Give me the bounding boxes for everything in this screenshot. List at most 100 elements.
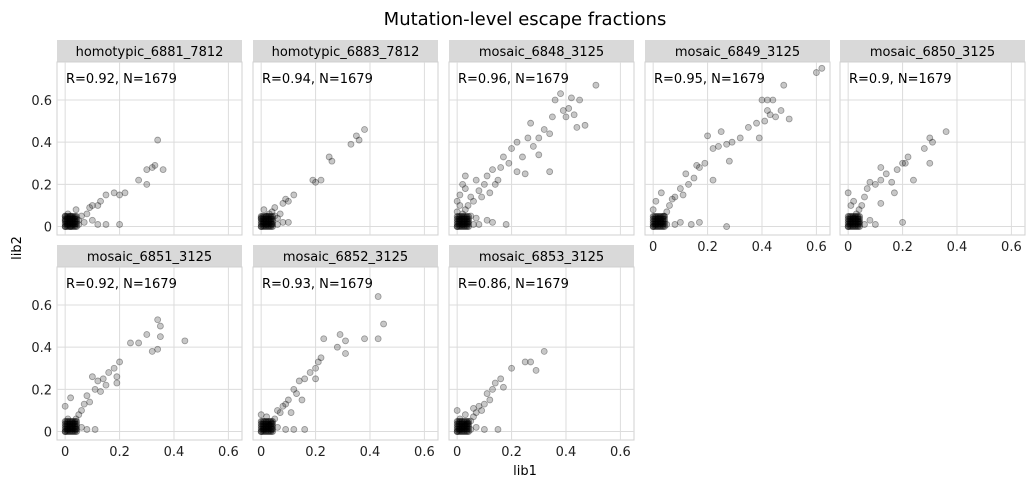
data-point — [461, 218, 469, 225]
data-point — [581, 121, 589, 129]
chart-title: Mutation-level escape fractions — [384, 9, 667, 30]
data-point — [458, 418, 466, 425]
data-point — [461, 418, 469, 425]
data-point — [467, 426, 475, 433]
data-point — [61, 418, 69, 425]
data-point — [68, 423, 76, 430]
data-point — [649, 218, 657, 225]
data-point — [361, 335, 368, 343]
data-point — [453, 425, 461, 433]
data-point — [505, 159, 513, 167]
data-point — [654, 218, 662, 225]
data-point — [264, 423, 272, 430]
data-point — [262, 423, 270, 430]
data-point — [269, 428, 276, 435]
x-tick-label: 0 — [257, 445, 265, 460]
y-axis-label: lib2 — [10, 236, 25, 260]
data-point — [71, 218, 79, 225]
data-point — [267, 420, 275, 428]
data-point — [453, 418, 461, 425]
data-point — [877, 176, 885, 184]
data-point — [71, 423, 79, 430]
data-point — [65, 428, 72, 435]
data-point — [94, 221, 102, 228]
x-axis-label: lib1 — [513, 464, 537, 479]
data-point — [671, 221, 679, 228]
data-point — [682, 170, 690, 178]
data-point — [576, 96, 583, 104]
data-point — [312, 178, 319, 186]
data-point — [508, 364, 515, 372]
data-point — [453, 215, 461, 223]
facet-strip-label: mosaic_6850_3125 — [870, 45, 995, 60]
data-point — [736, 134, 744, 142]
x-tick-label: 0 — [844, 240, 852, 255]
data-point — [652, 221, 660, 228]
data-point — [657, 220, 665, 228]
data-point — [68, 223, 76, 230]
facet-strip-label: mosaic_6853_3125 — [479, 250, 604, 265]
data-point — [301, 426, 309, 433]
facet-panel: homotypic_6881_7812 R=0.92, N=1679 0 0.2 0.4… — [31, 40, 243, 236]
data-point — [653, 220, 660, 228]
data-point — [849, 218, 857, 225]
data-point — [685, 180, 692, 188]
data-point — [73, 213, 80, 220]
data-point — [269, 215, 276, 223]
data-point — [69, 220, 77, 228]
data-point — [269, 423, 276, 430]
data-point — [464, 419, 472, 427]
data-point — [696, 218, 703, 226]
data-point — [293, 390, 300, 397]
data-point — [728, 138, 736, 146]
data-point — [67, 218, 75, 226]
data-point — [71, 213, 79, 220]
data-point — [71, 220, 79, 228]
data-point — [267, 423, 275, 430]
data-point — [465, 215, 472, 223]
data-point — [257, 215, 265, 223]
data-point — [456, 202, 464, 209]
data-point — [333, 343, 341, 351]
data-point — [261, 220, 268, 228]
data-point — [257, 213, 265, 220]
data-point — [267, 223, 275, 230]
data-point — [524, 134, 532, 142]
data-point — [264, 428, 272, 435]
data-point — [65, 215, 72, 223]
data-point — [521, 170, 529, 178]
data-point — [513, 138, 521, 146]
data-point — [80, 400, 88, 408]
data-point — [453, 428, 461, 435]
facet-strip — [253, 245, 438, 267]
data-point — [856, 215, 863, 223]
data-point — [851, 223, 859, 230]
data-point — [855, 206, 863, 214]
panel-background — [448, 61, 635, 236]
data-point — [265, 220, 273, 228]
data-point — [102, 381, 110, 389]
data-point — [657, 189, 665, 197]
data-point — [849, 213, 857, 220]
data-point — [260, 426, 268, 433]
data-point — [259, 423, 267, 430]
data-point — [97, 388, 104, 395]
data-point — [284, 197, 292, 205]
data-point — [257, 220, 265, 228]
data-point — [480, 426, 488, 433]
data-point — [91, 426, 99, 433]
data-point — [460, 425, 468, 433]
data-point — [73, 223, 80, 230]
data-point — [88, 216, 96, 224]
data-point — [336, 331, 344, 338]
data-point — [657, 223, 665, 230]
data-point — [463, 220, 471, 228]
data-point — [777, 107, 785, 114]
data-point — [527, 119, 535, 127]
data-point — [663, 208, 671, 216]
panel-annotation: R=0.92, N=1679 — [66, 72, 177, 87]
data-point — [465, 218, 472, 225]
data-point — [715, 142, 722, 150]
data-point — [844, 223, 852, 230]
data-point — [653, 218, 660, 225]
